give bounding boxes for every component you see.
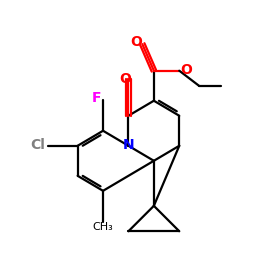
Text: O: O (130, 35, 143, 49)
Text: N: N (123, 138, 134, 152)
Text: CH₃: CH₃ (93, 222, 113, 232)
Text: Cl: Cl (30, 138, 45, 152)
Text: O: O (180, 62, 192, 76)
Text: O: O (119, 72, 131, 86)
Text: F: F (91, 91, 101, 105)
